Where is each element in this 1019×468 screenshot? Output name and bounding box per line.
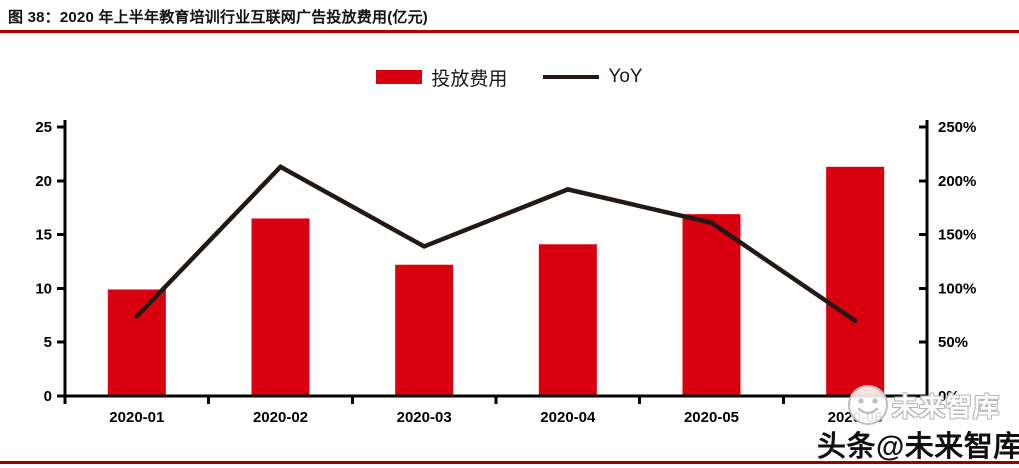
bottom-divider-rule <box>0 461 1019 464</box>
bar-2020-05 <box>682 214 741 396</box>
x-axis-category-label: 2020-05 <box>684 409 739 426</box>
bar-2020-01 <box>107 289 166 396</box>
x-axis-category-label: 2020-06 <box>828 409 883 426</box>
x-axis-category-label: 2020-02 <box>253 409 308 426</box>
bar-2020-06 <box>826 166 885 396</box>
legend-label-line: YoY <box>608 66 643 87</box>
y-axis-right-tick-label: 200% <box>938 173 976 190</box>
y-axis-right-tick-label: 50% <box>938 334 968 351</box>
y-axis-left-tick-label: 10 <box>35 280 52 297</box>
y-axis-left-tick-label: 0 <box>44 388 52 405</box>
bar-2020-03 <box>395 264 454 396</box>
legend-item-line-series: YoY <box>543 66 643 88</box>
bar-2020-04 <box>538 244 597 396</box>
y-axis-right-tick-label: 100% <box>938 280 976 297</box>
x-axis-category-label: 2020-03 <box>397 409 452 426</box>
y-axis-left-tick-label: 20 <box>35 173 52 190</box>
bar-series-swatch <box>376 70 423 84</box>
y-axis-left-tick-label: 25 <box>35 119 52 136</box>
y-axis-right-tick-label: 150% <box>938 227 976 244</box>
title-divider-rule <box>0 30 1019 33</box>
y-axis-right-tick-label: 0% <box>938 388 960 405</box>
y-axis-right-tick-label: 250% <box>938 119 976 136</box>
bar-2020-02 <box>251 218 310 396</box>
legend: 投放费用 YoY <box>0 62 1019 92</box>
x-axis-category-label: 2020-01 <box>109 409 164 426</box>
legend-label-bar: 投放费用 <box>431 68 508 90</box>
x-axis-category-label: 2020-04 <box>540 409 596 426</box>
legend-item-bar-series: 投放费用 <box>376 64 507 91</box>
y-axis-left-tick-label: 15 <box>35 227 52 244</box>
line-series-swatch <box>543 75 600 79</box>
figure-title: 图 38：2020 年上半年教育培训行业互联网广告投放费用(亿元) <box>8 9 428 26</box>
y-axis-left-tick-label: 5 <box>44 334 52 351</box>
yoy-line-series <box>134 164 858 323</box>
